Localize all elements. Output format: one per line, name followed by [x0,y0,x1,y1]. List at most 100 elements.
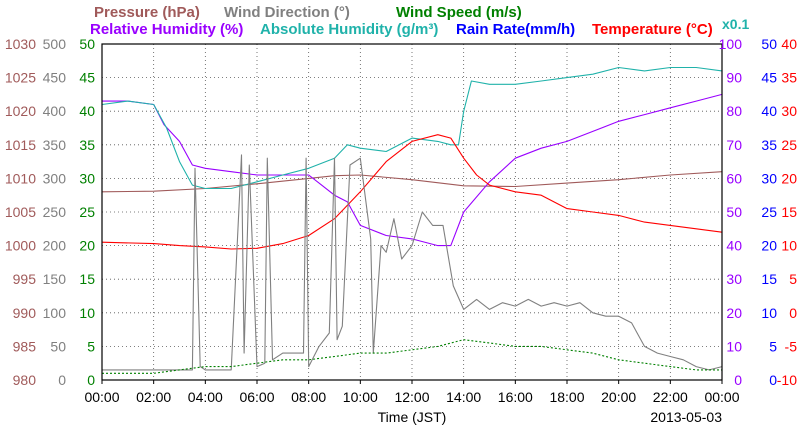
y-tick-label-wind_direction: 500 [43,36,67,52]
x-tick-label: 00:00 [704,389,739,405]
x-tick-label: 04:00 [188,389,223,405]
y-tick-label-rain_rate: 15 [761,271,777,287]
y-tick-label-temperature: 5 [789,271,797,287]
y-tick-label-wind_speed: 10 [79,305,95,321]
y-tick-label-pressure: 980 [13,372,37,388]
y-tick-label-wind_direction: 0 [58,372,66,388]
y-tick-label-temperature: -10 [777,372,797,388]
y-tick-label-humidity: 20 [726,305,742,321]
y-tick-label-pressure: 1025 [5,70,36,86]
y-tick-label-humidity: 70 [726,137,742,153]
y-tick-label-wind_direction: 450 [43,70,67,86]
y-tick-label-humidity: 30 [726,271,742,287]
y-tick-label-rain_rate: 10 [761,305,777,321]
y-tick-label-rain_rate: 45 [761,70,777,86]
legend-temperature: Temperature (°C) [592,21,713,38]
x-axis: 00:00 02:00 04:00 06:00 08:00 10:00 12:00 14:00… [84,380,740,405]
y-tick-label-wind_direction: 50 [50,338,66,354]
y-tick-label-pressure: 1010 [5,170,36,186]
x-tick-label: 06:00 [239,389,274,405]
x-tick-label: 12:00 [394,389,429,405]
legend-relative-humidity: Relative Humidity (%) [90,21,243,38]
y-tick-label-temperature: 15 [781,204,797,220]
y-tick-label-wind_speed: 30 [79,170,95,186]
y-tick-label-temperature: 25 [781,137,797,153]
legend-pressure: Pressure (hPa) [94,4,200,21]
series-line-pressure [101,171,723,193]
x-tick-label: 18:00 [549,389,584,405]
y-tick-label-rain_rate: 20 [761,238,777,254]
y-tick-label-wind_direction: 200 [43,238,67,254]
x-axis-label: Time (JST) [378,409,447,425]
y-tick-label-temperature: 10 [781,238,797,254]
y-tick-label-pressure: 1020 [5,103,36,119]
legend-absolute-humidity: Absolute Humidity (g/m³) [260,21,438,38]
y-tick-label-wind_direction: 150 [43,271,67,287]
legend-scale-note: x0.1 [722,16,749,32]
y-tick-label-humidity: 40 [726,238,742,254]
y-tick-label-wind_speed: 50 [79,36,95,52]
x-tick-label: 10:00 [343,389,378,405]
legend-wind-direction: Wind Direction (°) [224,4,350,21]
y-tick-label-pressure: 1000 [5,238,36,254]
y-tick-label-humidity: 60 [726,170,742,186]
y-tick-label-temperature: 20 [781,170,797,186]
y-tick-label-wind_speed: 20 [79,238,95,254]
y-tick-label-temperature: 0 [789,305,797,321]
series-line-temperature [101,134,723,250]
series-line-humidity [101,66,723,190]
y-tick-label-pressure: 990 [13,305,37,321]
series-line-wind_direction [102,154,723,371]
y-tick-label-pressure: 1005 [5,204,36,220]
y-tick-label-wind_direction: 100 [43,305,67,321]
y-tick-label-humidity: 90 [726,70,742,86]
y-tick-label-wind_speed: 35 [79,137,95,153]
y-axes: 1030102510201015101010051000995990985980… [5,36,797,388]
y-tick-label-rain_rate: 0 [769,372,777,388]
legend-wind-speed: Wind Speed (m/s) [396,4,522,21]
y-tick-label-wind_speed: 5 [87,338,95,354]
series-line-humidity [102,93,723,247]
y-tick-label-humidity: 0 [734,372,742,388]
y-tick-label-rain_rate: 25 [761,204,777,220]
y-tick-label-temperature: 30 [781,103,797,119]
y-tick-label-temperature: -5 [785,338,798,354]
y-tick-label-humidity: 10 [726,338,742,354]
y-tick-label-pressure: 1015 [5,137,36,153]
x-tick-label: 16:00 [498,389,533,405]
grid [102,44,722,380]
x-tick-label: 08:00 [291,389,326,405]
y-tick-label-humidity: 100 [719,36,743,52]
y-tick-label-wind_speed: 25 [79,204,95,220]
y-tick-label-rain_rate: 5 [769,338,777,354]
y-tick-label-humidity: 80 [726,103,742,119]
y-tick-label-temperature: 40 [781,36,797,52]
date-label: 2013-05-03 [650,409,722,425]
y-tick-label-pressure: 995 [13,271,37,287]
y-tick-label-humidity: 50 [726,204,742,220]
y-tick-label-wind_direction: 350 [43,137,67,153]
y-tick-label-rain_rate: 40 [761,103,777,119]
y-tick-label-wind_direction: 250 [43,204,67,220]
y-tick-label-wind_speed: 0 [87,372,95,388]
y-tick-label-rain_rate: 35 [761,137,777,153]
y-tick-label-wind_speed: 45 [79,70,95,86]
y-tick-label-wind_direction: 300 [43,170,67,186]
x-tick-label: 02:00 [136,389,171,405]
y-tick-label-wind_speed: 40 [79,103,95,119]
legend-rain-rate: Rain Rate(mm/h) [456,21,575,38]
y-tick-label-rain_rate: 30 [761,170,777,186]
series-line-wind_speed [102,339,722,374]
x-tick-label: 20:00 [601,389,636,405]
x-tick-label: 00:00 [84,389,119,405]
y-tick-label-wind_speed: 15 [79,271,95,287]
y-tick-label-temperature: 35 [781,70,797,86]
y-tick-label-pressure: 1030 [5,36,36,52]
y-tick-label-wind_direction: 400 [43,103,67,119]
x-tick-label: 14:00 [446,389,481,405]
x-tick-label: 22:00 [653,389,688,405]
y-tick-label-pressure: 985 [13,338,37,354]
y-tick-label-rain_rate: 50 [761,36,777,52]
